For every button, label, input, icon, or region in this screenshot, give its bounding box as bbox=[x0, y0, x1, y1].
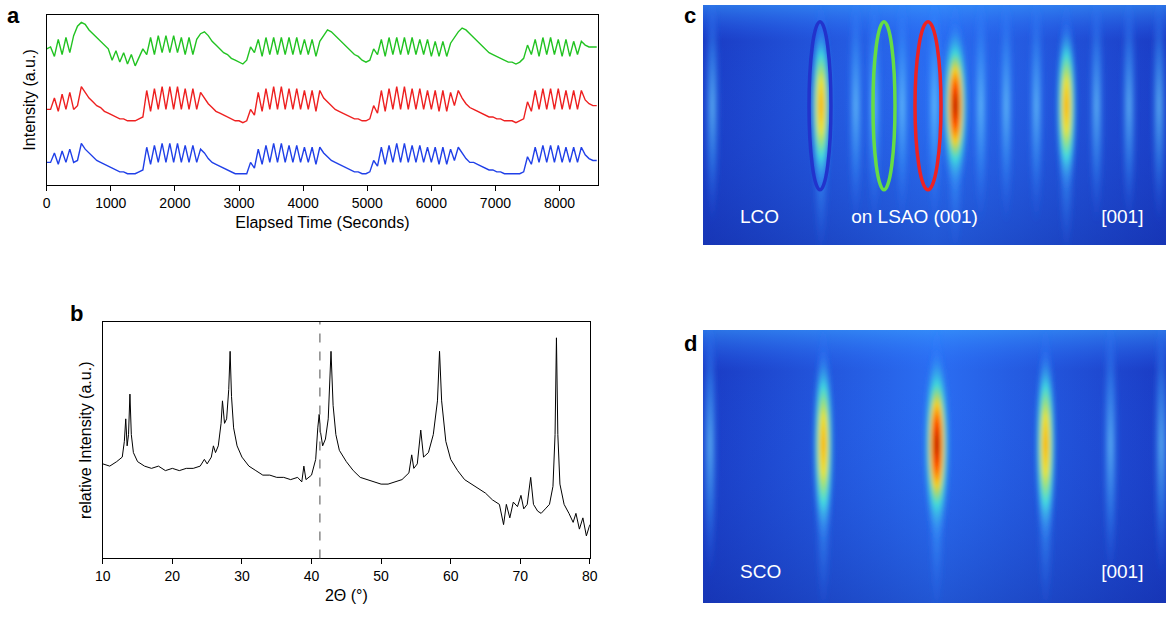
svg-text:80: 80 bbox=[582, 568, 598, 584]
svg-text:a: a bbox=[7, 3, 20, 28]
svg-text:6000: 6000 bbox=[416, 195, 447, 211]
svg-text:Intensity (a.u.): Intensity (a.u.) bbox=[21, 49, 38, 150]
svg-text:4000: 4000 bbox=[288, 195, 319, 211]
svg-text:50: 50 bbox=[373, 568, 389, 584]
svg-text:d: d bbox=[684, 331, 697, 356]
svg-text:c: c bbox=[684, 3, 696, 28]
svg-text:2Θ (°): 2Θ (°) bbox=[325, 587, 368, 604]
svg-text:30: 30 bbox=[234, 568, 250, 584]
svg-text:b: b bbox=[70, 301, 83, 326]
svg-text:LCO: LCO bbox=[740, 206, 779, 227]
svg-text:1000: 1000 bbox=[95, 195, 126, 211]
svg-text:on LSAO (001): on LSAO (001) bbox=[851, 206, 978, 227]
svg-text:20: 20 bbox=[165, 568, 181, 584]
svg-text:40: 40 bbox=[304, 568, 320, 584]
svg-text:5000: 5000 bbox=[352, 195, 383, 211]
svg-text:8000: 8000 bbox=[544, 195, 575, 211]
svg-text:2000: 2000 bbox=[159, 195, 190, 211]
svg-text:3000: 3000 bbox=[223, 195, 254, 211]
svg-text:10: 10 bbox=[95, 568, 111, 584]
svg-text:60: 60 bbox=[443, 568, 459, 584]
svg-text:0: 0 bbox=[43, 195, 51, 211]
svg-text:7000: 7000 bbox=[480, 195, 511, 211]
svg-text:70: 70 bbox=[512, 568, 528, 584]
svg-text:SCO: SCO bbox=[740, 561, 781, 582]
svg-text:relative Intensity (a.u.): relative Intensity (a.u.) bbox=[77, 362, 94, 519]
svg-text:Elapsed Time (Seconds): Elapsed Time (Seconds) bbox=[235, 214, 409, 231]
svg-text:[001]: [001] bbox=[1101, 206, 1143, 227]
svg-text:[001]: [001] bbox=[1101, 561, 1143, 582]
